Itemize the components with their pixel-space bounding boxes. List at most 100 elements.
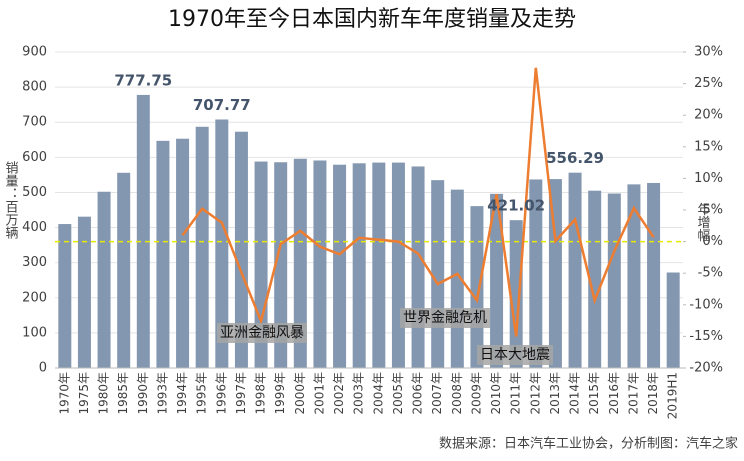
bar (313, 160, 327, 368)
annotation: 亚洲金融风暴 (220, 325, 304, 341)
source-note: 数据来源：日本汽车工业协会，分析制图：汽车之家 (439, 436, 738, 452)
x-tick-label: 2015年 (587, 372, 601, 415)
x-tick-label: 1975年 (77, 372, 91, 415)
x-tick-label: 2003年 (352, 372, 366, 415)
y2-tick-label: 0% (702, 234, 723, 249)
bar (176, 138, 190, 368)
y-tick-label: 200 (22, 290, 47, 305)
bar (627, 184, 641, 368)
x-tick-label: 2010年 (489, 372, 503, 415)
x-tick-label: 1994年 (175, 372, 189, 415)
bar (666, 272, 680, 368)
bar (529, 179, 543, 368)
annotation-box (477, 345, 553, 365)
bar (274, 162, 288, 368)
y-tick-label: 300 (22, 255, 47, 270)
y2-tick-label: -5% (698, 266, 723, 281)
y2-tick-label: 10% (694, 171, 723, 186)
x-tick-label: 1995年 (195, 372, 209, 415)
y-tick-label: 500 (22, 185, 47, 200)
x-tick-label: 2004年 (371, 372, 385, 415)
x-tick-label: 2007年 (430, 372, 444, 415)
x-tick-label: 2001年 (312, 372, 326, 415)
x-tick-label: 2005年 (391, 372, 405, 415)
bar (293, 158, 307, 368)
chart-title: 1970年至今日本国内新车年度销量及走势 (168, 7, 576, 32)
annotation-box (400, 308, 490, 328)
data-label: 777.75 (114, 71, 172, 89)
bar (607, 193, 621, 368)
y2-tick-label: 15% (694, 139, 723, 154)
bar (215, 119, 229, 369)
x-tick-label: 1980年 (97, 372, 111, 415)
bar (568, 172, 582, 368)
annotation: 日本大地震 (480, 347, 550, 363)
bar (58, 224, 72, 368)
bar (470, 206, 484, 368)
bar (156, 140, 170, 368)
y-axis-label: 销量：百万辆 (3, 161, 19, 239)
x-tick-label: 2018年 (646, 372, 660, 415)
y-tick-label: 400 (22, 220, 47, 235)
y2-tick-label: 20% (694, 108, 723, 123)
bar (509, 220, 523, 368)
annotation: 世界金融危机 (403, 310, 487, 326)
y-tick-label: 700 (22, 115, 47, 130)
x-tick-label: 2017年 (626, 372, 640, 415)
plot (55, 51, 683, 369)
bar (117, 172, 131, 368)
data-label: 421.02 (487, 197, 545, 215)
x-tick-label: 2008年 (450, 372, 464, 415)
x-tick-label: 1997年 (234, 372, 248, 415)
x-tick-label: 1993年 (155, 372, 169, 415)
y2-tick-label: 5% (702, 203, 723, 218)
bar (588, 190, 602, 368)
bar (391, 162, 405, 368)
x-tick-label: 2016年 (607, 372, 621, 415)
bar (97, 191, 111, 368)
y2-tick-label: -15% (689, 329, 723, 344)
y2-tick-label: -20% (689, 361, 723, 376)
y2-tick-label: 30% (694, 45, 723, 60)
bar (647, 182, 661, 368)
x-tick-label: 2013年 (548, 372, 562, 415)
bar (411, 166, 425, 368)
x-tick-label: 1990年 (136, 372, 150, 415)
bar (136, 94, 150, 368)
x-tick-label: 2002年 (332, 372, 346, 415)
line (181, 67, 655, 337)
y2-axis-label: 年增幅 (695, 203, 711, 243)
bar (195, 126, 209, 368)
y-tick-label: 600 (22, 150, 47, 165)
x-tick-label: 2006年 (411, 372, 425, 415)
y-tick-label: 900 (22, 45, 47, 60)
bar (490, 193, 504, 368)
bar (234, 131, 248, 368)
x-tick-label: 2019H1 (666, 372, 680, 419)
data-label: 556.29 (546, 149, 604, 167)
y-tick-label: 800 (22, 80, 47, 95)
x-tick-label: 1985年 (116, 372, 130, 415)
bar (77, 216, 91, 368)
x-tick-label: 2009年 (469, 372, 483, 415)
x-tick-label: 2011年 (509, 372, 523, 415)
bar (333, 164, 347, 368)
data-label: 707.77 (193, 96, 251, 114)
x-tick-label: 1996年 (214, 372, 228, 415)
y-tick-label: 0 (39, 361, 47, 376)
x-tick-label: 1998年 (254, 372, 268, 415)
x-tick-label: 2012年 (528, 372, 542, 415)
x-tick-label: 1999年 (273, 372, 287, 415)
annotation-box (217, 323, 307, 343)
bar (372, 162, 386, 368)
x-tick-label: 2000年 (293, 372, 307, 415)
y2-tick-label: 25% (694, 76, 723, 91)
bar (431, 180, 445, 368)
y2-tick-label: -10% (689, 297, 723, 312)
bar (352, 163, 366, 368)
bar (548, 179, 562, 368)
x-tick-label: 2014年 (568, 372, 582, 415)
y-tick-label: 100 (22, 325, 47, 340)
x-tick-label: 1970年 (57, 372, 71, 415)
